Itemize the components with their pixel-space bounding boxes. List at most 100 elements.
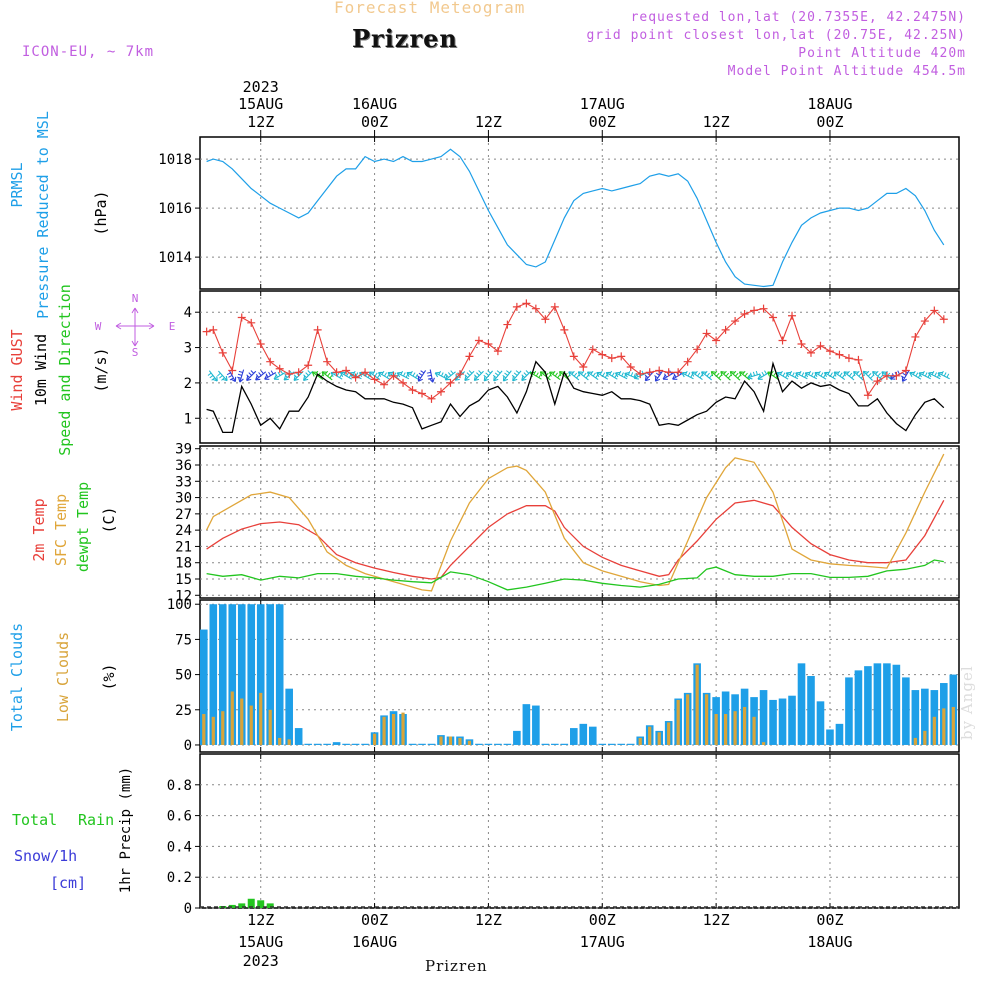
top-date-label: 18AUG bbox=[807, 95, 852, 113]
wind-barb bbox=[384, 372, 387, 377]
wind-gust-marker bbox=[237, 313, 246, 322]
low-clouds-bar bbox=[259, 692, 263, 745]
wind-barb bbox=[521, 374, 525, 378]
wind-barb bbox=[755, 370, 758, 375]
wind-barb bbox=[258, 372, 262, 376]
point-altitude: Point Altitude 420m bbox=[798, 46, 966, 61]
wind-barb bbox=[946, 373, 950, 378]
wind-gust-marker bbox=[617, 352, 626, 361]
wind-arrowhead bbox=[246, 375, 252, 381]
low-clouds-bar bbox=[372, 733, 377, 745]
wind-barb bbox=[466, 372, 471, 376]
wind-barb bbox=[506, 370, 510, 374]
wind-barb bbox=[621, 372, 624, 377]
total-clouds-bar bbox=[209, 604, 218, 745]
wind-arrowhead bbox=[293, 375, 299, 381]
total-clouds-bar bbox=[551, 743, 559, 745]
wind-arrowhead bbox=[311, 371, 318, 377]
wind-barb bbox=[557, 374, 561, 379]
wind-gust-marker bbox=[209, 325, 218, 334]
wind-barb bbox=[238, 370, 243, 373]
pressure-unit: (hPa) bbox=[92, 190, 110, 235]
total-clouds-bar bbox=[361, 743, 369, 745]
wind-barb bbox=[922, 370, 925, 375]
wind-arrowhead bbox=[368, 371, 374, 377]
wind-arrow bbox=[843, 371, 855, 381]
wind-arrowhead bbox=[795, 371, 801, 378]
wind-barb bbox=[246, 374, 250, 378]
wind-barb bbox=[915, 372, 919, 377]
wind-barb bbox=[877, 372, 881, 377]
wind-gust-marker bbox=[484, 340, 493, 349]
wind-arrow bbox=[824, 372, 836, 380]
wind-barb bbox=[706, 372, 710, 377]
wind-barb bbox=[829, 372, 833, 377]
wind-gust-marker bbox=[693, 345, 702, 354]
wind-arrowhead bbox=[577, 371, 583, 377]
total-clouds-bar bbox=[351, 743, 360, 745]
wind-gust-marker bbox=[294, 368, 303, 377]
wind-gust-marker bbox=[939, 315, 948, 324]
wind-arrowhead bbox=[493, 376, 499, 382]
wind-gust-marker bbox=[361, 368, 370, 377]
wind-gust-marker bbox=[731, 317, 740, 326]
wind-arrowhead bbox=[586, 371, 593, 377]
top-hour-label: 00Z bbox=[816, 113, 843, 131]
wind-gust-marker bbox=[674, 368, 683, 377]
wind-gust-marker bbox=[806, 348, 815, 357]
ytick-label: 0.4 bbox=[167, 839, 192, 855]
wind-gust-marker bbox=[399, 378, 408, 387]
total-clouds-bar bbox=[237, 604, 246, 745]
total-clouds-bar bbox=[323, 743, 331, 745]
wind-gust-marker bbox=[750, 306, 759, 315]
wind-arrowhead bbox=[303, 375, 309, 381]
wind-gust-marker bbox=[266, 357, 275, 366]
total-clouds-bar bbox=[816, 701, 825, 745]
low-clouds-bar bbox=[923, 730, 927, 745]
wind-barb bbox=[315, 370, 319, 375]
wind-barb bbox=[687, 372, 691, 377]
wind-barb bbox=[867, 373, 872, 377]
wind-arrowhead bbox=[212, 376, 218, 382]
wind-label: 10m Wind bbox=[32, 334, 50, 406]
wind-barb bbox=[248, 372, 252, 376]
bottom-date-label: 15AUG bbox=[238, 933, 283, 951]
total-clouds-bar bbox=[256, 604, 265, 745]
wind-barb bbox=[583, 372, 587, 377]
wind-barb bbox=[684, 370, 688, 375]
wind-barb bbox=[324, 370, 329, 375]
top-year-label: 2023 bbox=[243, 78, 279, 96]
wind-barb bbox=[303, 374, 307, 378]
ytick-label: 21 bbox=[175, 539, 192, 555]
ytick-label: 0.8 bbox=[167, 778, 192, 794]
wind-gust-marker bbox=[408, 385, 417, 394]
bottom-date-label: 16AUG bbox=[352, 933, 397, 951]
wind-gust-marker bbox=[436, 387, 445, 396]
wind-arrowhead bbox=[434, 371, 440, 378]
ytick-label: 3 bbox=[184, 341, 192, 357]
wind-gust-marker bbox=[778, 336, 787, 345]
wind-barb bbox=[515, 370, 520, 374]
wind-barb bbox=[305, 372, 309, 376]
wind-barb bbox=[817, 370, 821, 375]
top-hour-label: 12Z bbox=[247, 113, 274, 131]
bottom-hour-label: 00Z bbox=[589, 911, 616, 929]
wind-arrowhead bbox=[464, 375, 470, 381]
wind-gust-marker bbox=[816, 341, 825, 350]
wind-unit: (m/s) bbox=[92, 347, 110, 392]
total-clouds-bar bbox=[797, 663, 806, 745]
total-clouds-bar bbox=[921, 688, 929, 745]
model-altitude: Model Point Altitude 454.5m bbox=[727, 64, 966, 79]
wind-barb bbox=[924, 372, 928, 377]
ytick-label: 1014 bbox=[158, 250, 192, 266]
wind-barb bbox=[494, 372, 499, 376]
wind-barb bbox=[808, 370, 811, 375]
wind-barb bbox=[381, 370, 385, 375]
wind-barb bbox=[523, 372, 528, 376]
total-clouds-bar bbox=[854, 670, 863, 745]
wind-barb bbox=[418, 372, 423, 376]
wind-arrowhead bbox=[691, 371, 697, 377]
bottom-hour-label: 00Z bbox=[361, 911, 388, 929]
total-clouds-bar bbox=[560, 743, 569, 745]
